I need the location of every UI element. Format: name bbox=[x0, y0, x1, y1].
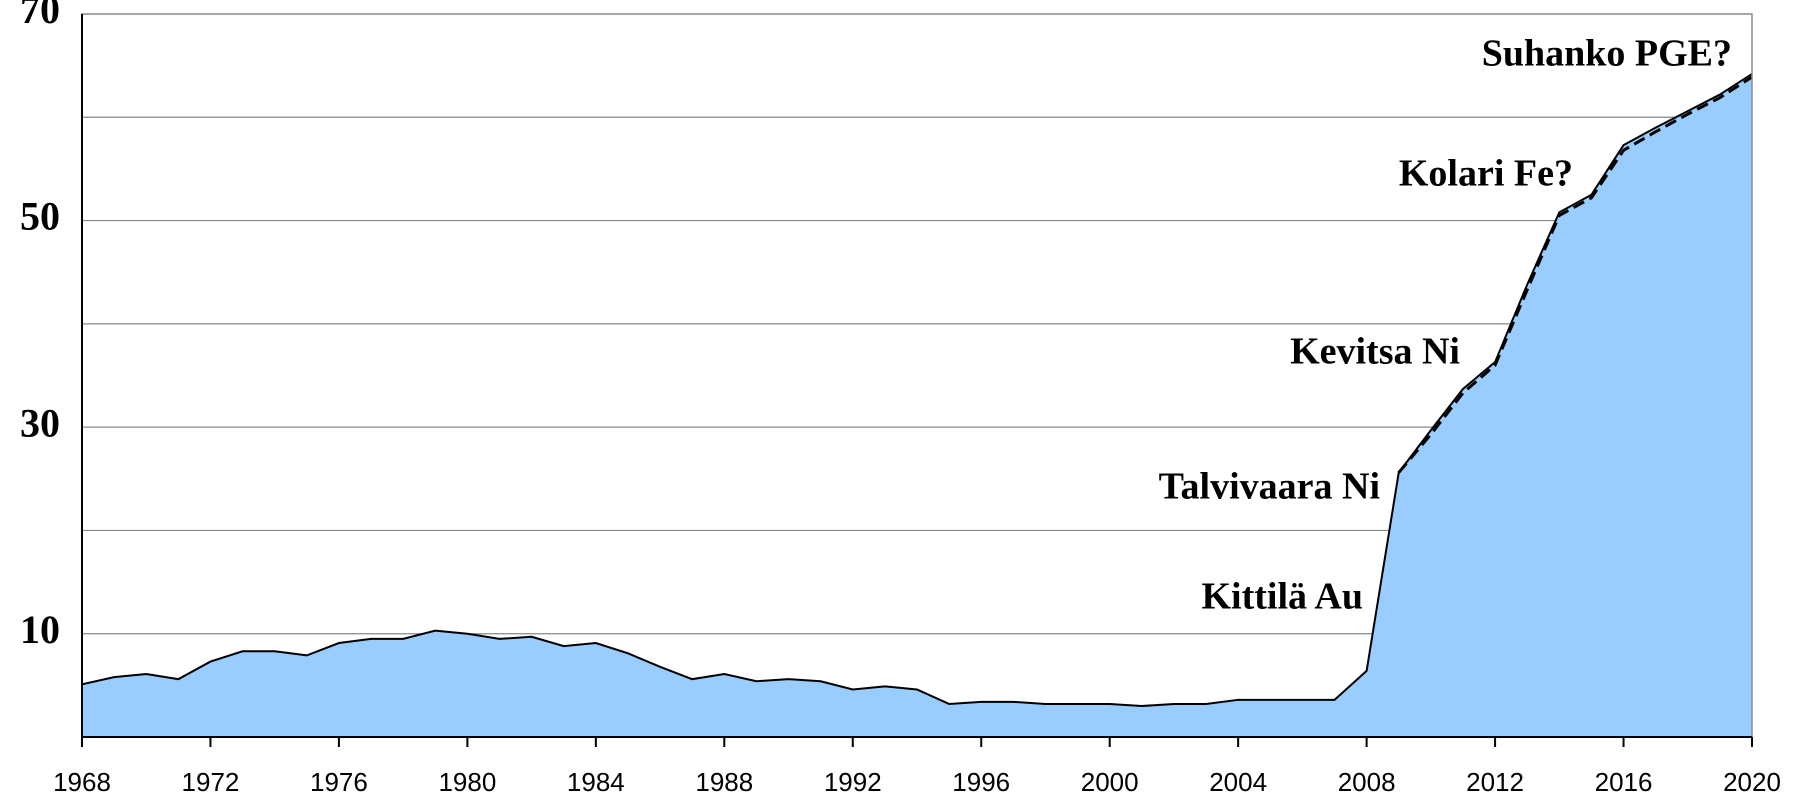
area-outline bbox=[81, 73, 1753, 708]
annotation: Suhanko PGE? bbox=[1482, 33, 1732, 75]
dashed-line bbox=[1397, 75, 1753, 474]
x-tick-label: 1968 bbox=[53, 767, 111, 797]
x-tick-label: 2016 bbox=[1595, 767, 1653, 797]
x-tick-label: 1980 bbox=[438, 767, 496, 797]
annotation: Kolari Fe? bbox=[1399, 153, 1573, 195]
x-tick-label: 1984 bbox=[567, 767, 625, 797]
x-tick-label: 2020 bbox=[1723, 767, 1781, 797]
annotation: Kevitsa Ni bbox=[1290, 331, 1460, 373]
y-tick-label: 70 bbox=[20, 0, 60, 32]
x-tick-label: 1992 bbox=[824, 767, 882, 797]
x-tick-label: 1996 bbox=[952, 767, 1010, 797]
x-tick-label: 2000 bbox=[1081, 767, 1139, 797]
x-tick-label: 1976 bbox=[310, 767, 368, 797]
annotation: Talvivaara Ni bbox=[1159, 466, 1380, 508]
x-tick-label: 2004 bbox=[1209, 767, 1267, 797]
y-tick-label: 50 bbox=[20, 194, 60, 239]
x-tick-label: 2008 bbox=[1338, 767, 1396, 797]
x-tick-label: 1988 bbox=[695, 767, 753, 797]
y-tick-label: 10 bbox=[20, 607, 60, 652]
area bbox=[82, 73, 1752, 738]
y-tick-label: 30 bbox=[20, 400, 60, 445]
x-tick-label: 2012 bbox=[1466, 767, 1524, 797]
x-tick-label: 1972 bbox=[182, 767, 240, 797]
annotation: Kittilä Au bbox=[1201, 576, 1363, 618]
